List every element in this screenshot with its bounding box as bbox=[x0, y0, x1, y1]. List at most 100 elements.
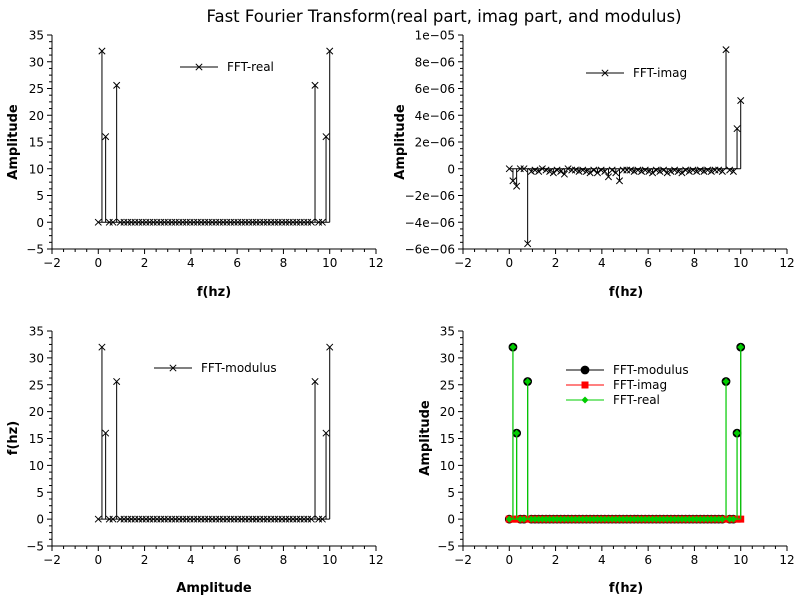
x-tick-label: 4 bbox=[187, 553, 195, 567]
data-point bbox=[326, 47, 334, 55]
data-point bbox=[94, 515, 102, 523]
data-point bbox=[619, 515, 627, 523]
y-axis-label: Amplitude bbox=[393, 104, 408, 180]
data-point bbox=[729, 167, 737, 175]
y-tick-label: 4e−06 bbox=[415, 109, 455, 123]
series-stem-lines bbox=[98, 51, 331, 223]
data-point bbox=[520, 165, 528, 173]
y-tick-label: 10 bbox=[440, 459, 455, 473]
data-point bbox=[542, 166, 550, 174]
x-tick-label: −2 bbox=[43, 256, 61, 270]
data-point bbox=[109, 218, 117, 226]
y-tick-label: −2e−06 bbox=[405, 189, 455, 203]
y-tick-label: −5 bbox=[26, 540, 44, 554]
series-stem-lines bbox=[509, 49, 742, 244]
data-point bbox=[560, 515, 568, 523]
series-fft-modulus bbox=[94, 343, 334, 523]
data-point bbox=[524, 378, 532, 386]
data-point bbox=[612, 169, 620, 177]
data-point bbox=[535, 167, 543, 175]
x-tick-label: 10 bbox=[733, 256, 748, 270]
data-point bbox=[729, 515, 737, 523]
legend-label: FFT-real bbox=[227, 60, 274, 74]
x-tick-label: −2 bbox=[43, 553, 61, 567]
data-point bbox=[726, 515, 734, 523]
data-point bbox=[637, 167, 646, 175]
data-point bbox=[98, 47, 106, 55]
data-point bbox=[689, 515, 697, 523]
x-tick-label: 12 bbox=[779, 256, 794, 270]
data-point bbox=[660, 166, 668, 174]
x-tick-label: 8 bbox=[280, 256, 288, 270]
data-point bbox=[645, 515, 653, 523]
data-point bbox=[608, 515, 616, 523]
data-point bbox=[634, 515, 642, 523]
data-point bbox=[722, 46, 730, 54]
series-fft-real bbox=[505, 343, 745, 523]
x-tick-label: 10 bbox=[322, 553, 337, 567]
data-point bbox=[571, 515, 579, 523]
data-point bbox=[682, 515, 690, 523]
data-point bbox=[568, 515, 576, 523]
data-point bbox=[737, 343, 745, 351]
x-tick-label: 12 bbox=[368, 553, 383, 567]
y-tick-label: −6e−06 bbox=[405, 243, 455, 257]
data-point bbox=[707, 167, 715, 175]
y-tick-label: 20 bbox=[29, 405, 44, 419]
data-point bbox=[623, 515, 631, 523]
y-tick-label: 15 bbox=[29, 136, 44, 150]
data-point bbox=[546, 167, 554, 175]
data-point bbox=[678, 515, 686, 523]
data-point bbox=[656, 515, 664, 523]
data-point bbox=[524, 240, 532, 248]
x-tick-label: 2 bbox=[552, 553, 560, 567]
x-tick-label: 10 bbox=[322, 256, 337, 270]
data-point bbox=[678, 169, 686, 177]
x-tick-label: 8 bbox=[280, 553, 288, 567]
data-point bbox=[671, 515, 679, 523]
data-point bbox=[660, 515, 668, 523]
data-point bbox=[674, 515, 682, 523]
data-point bbox=[531, 515, 539, 523]
data-point bbox=[597, 166, 605, 174]
y-tick-label: 8e−06 bbox=[415, 55, 455, 69]
data-point bbox=[667, 515, 675, 523]
data-point bbox=[685, 515, 693, 523]
x-tick-label: 6 bbox=[233, 553, 241, 567]
y-tick-label: −5 bbox=[437, 540, 455, 554]
data-point bbox=[715, 166, 723, 174]
data-point bbox=[311, 377, 319, 386]
y-tick-label: 25 bbox=[29, 82, 44, 96]
data-point bbox=[538, 165, 546, 173]
y-tick-label: 20 bbox=[29, 109, 44, 123]
x-tick-label: 2 bbox=[141, 553, 149, 567]
data-point bbox=[579, 166, 587, 174]
y-tick-label: 35 bbox=[440, 325, 455, 339]
subplot-fft-combined: f(hz) Amplitude −2 0 2 4 6 8 10 12 −5 0 5 10 15 20 25 3… bbox=[418, 325, 795, 597]
data-point bbox=[549, 515, 557, 523]
data-point bbox=[604, 173, 613, 181]
data-point bbox=[311, 81, 319, 89]
y-tick-label: 15 bbox=[440, 432, 455, 446]
data-point bbox=[704, 515, 712, 523]
data-point bbox=[527, 515, 535, 523]
x-axis-label: f(hz) bbox=[609, 581, 643, 596]
legend-marker bbox=[581, 396, 589, 404]
x-tick-label: 0 bbox=[505, 553, 513, 567]
data-point bbox=[641, 166, 649, 174]
data-point bbox=[700, 515, 708, 523]
x-tick-label: 10 bbox=[733, 553, 748, 567]
data-point bbox=[102, 429, 110, 437]
data-point bbox=[718, 167, 726, 175]
legend-marker bbox=[581, 381, 589, 389]
data-point bbox=[638, 515, 646, 523]
data-point bbox=[579, 515, 587, 523]
x-tick-label: −2 bbox=[454, 256, 472, 270]
x-tick-label: 6 bbox=[233, 256, 241, 270]
data-point bbox=[557, 167, 565, 175]
y-axis-label: Amplitude bbox=[418, 400, 433, 476]
data-point bbox=[318, 218, 326, 226]
data-point bbox=[648, 169, 657, 177]
